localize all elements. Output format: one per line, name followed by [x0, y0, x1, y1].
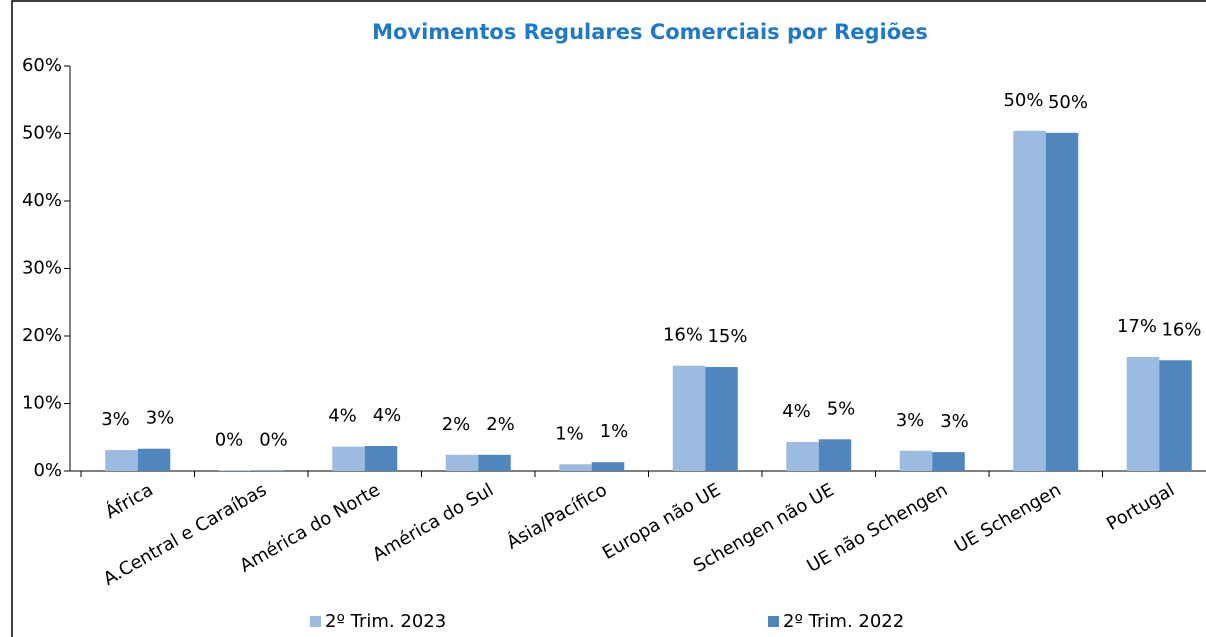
legend-swatch — [768, 616, 779, 627]
bar — [559, 464, 592, 471]
bar — [478, 454, 511, 471]
x-tick-label: África — [101, 479, 156, 524]
chart-title: Movimentos Regulares Comerciais por Regi… — [372, 20, 928, 44]
y-tick-label: 40% — [22, 190, 62, 211]
data-label: 3% — [101, 409, 130, 430]
x-tick-label: Ásia/Pacífico — [503, 479, 611, 554]
bar — [1013, 130, 1046, 472]
data-label: 3% — [940, 411, 969, 432]
bar — [672, 365, 706, 471]
frame — [11, 0, 1206, 637]
data-label: 4% — [328, 406, 357, 427]
bar — [251, 470, 284, 471]
legend-label: 2º Trim. 2023 — [325, 611, 446, 632]
data-label: 0% — [259, 429, 288, 450]
bar — [137, 448, 171, 471]
bar — [786, 441, 819, 471]
data-label: 1% — [555, 423, 584, 444]
bar — [1126, 356, 1160, 471]
bar — [705, 367, 738, 471]
y-tick-label: 20% — [22, 325, 62, 346]
data-label: 17% — [1117, 316, 1157, 337]
bar — [932, 452, 965, 471]
data-label: 16% — [1161, 319, 1201, 340]
bar — [899, 450, 933, 471]
x-tick-label: América do Sul — [369, 479, 497, 565]
x-tick-label: UE Schengen — [951, 479, 1065, 557]
bar — [591, 462, 625, 471]
bar — [1045, 132, 1079, 471]
data-label: 0% — [215, 429, 244, 450]
legend-label: 2º Trim. 2022 — [783, 611, 904, 632]
data-label: 50% — [1048, 92, 1088, 113]
data-label: 16% — [663, 325, 703, 346]
legend-swatch — [310, 616, 321, 627]
y-tick-label: 0% — [33, 460, 62, 481]
data-label: 2% — [442, 414, 471, 435]
bar — [1159, 360, 1192, 471]
y-tick-label: 50% — [22, 123, 62, 144]
y-tick-label: 30% — [22, 258, 62, 279]
data-label: 1% — [600, 421, 629, 442]
bar — [818, 439, 852, 471]
data-label: 2% — [486, 414, 515, 435]
data-label: 15% — [707, 326, 747, 347]
bar — [332, 446, 365, 471]
bar — [105, 450, 138, 471]
bar — [364, 446, 398, 471]
bar — [218, 470, 252, 471]
data-label: 3% — [896, 410, 925, 431]
data-label: 50% — [1003, 90, 1043, 111]
data-label: 5% — [827, 398, 856, 419]
y-tick-label: 10% — [22, 393, 62, 414]
y-tick-label: 60% — [22, 55, 62, 76]
data-label: 4% — [782, 401, 811, 422]
bar — [445, 454, 479, 471]
data-label: 4% — [373, 405, 402, 426]
data-label: 3% — [146, 408, 175, 429]
x-tick-label: Portugal — [1103, 479, 1178, 534]
